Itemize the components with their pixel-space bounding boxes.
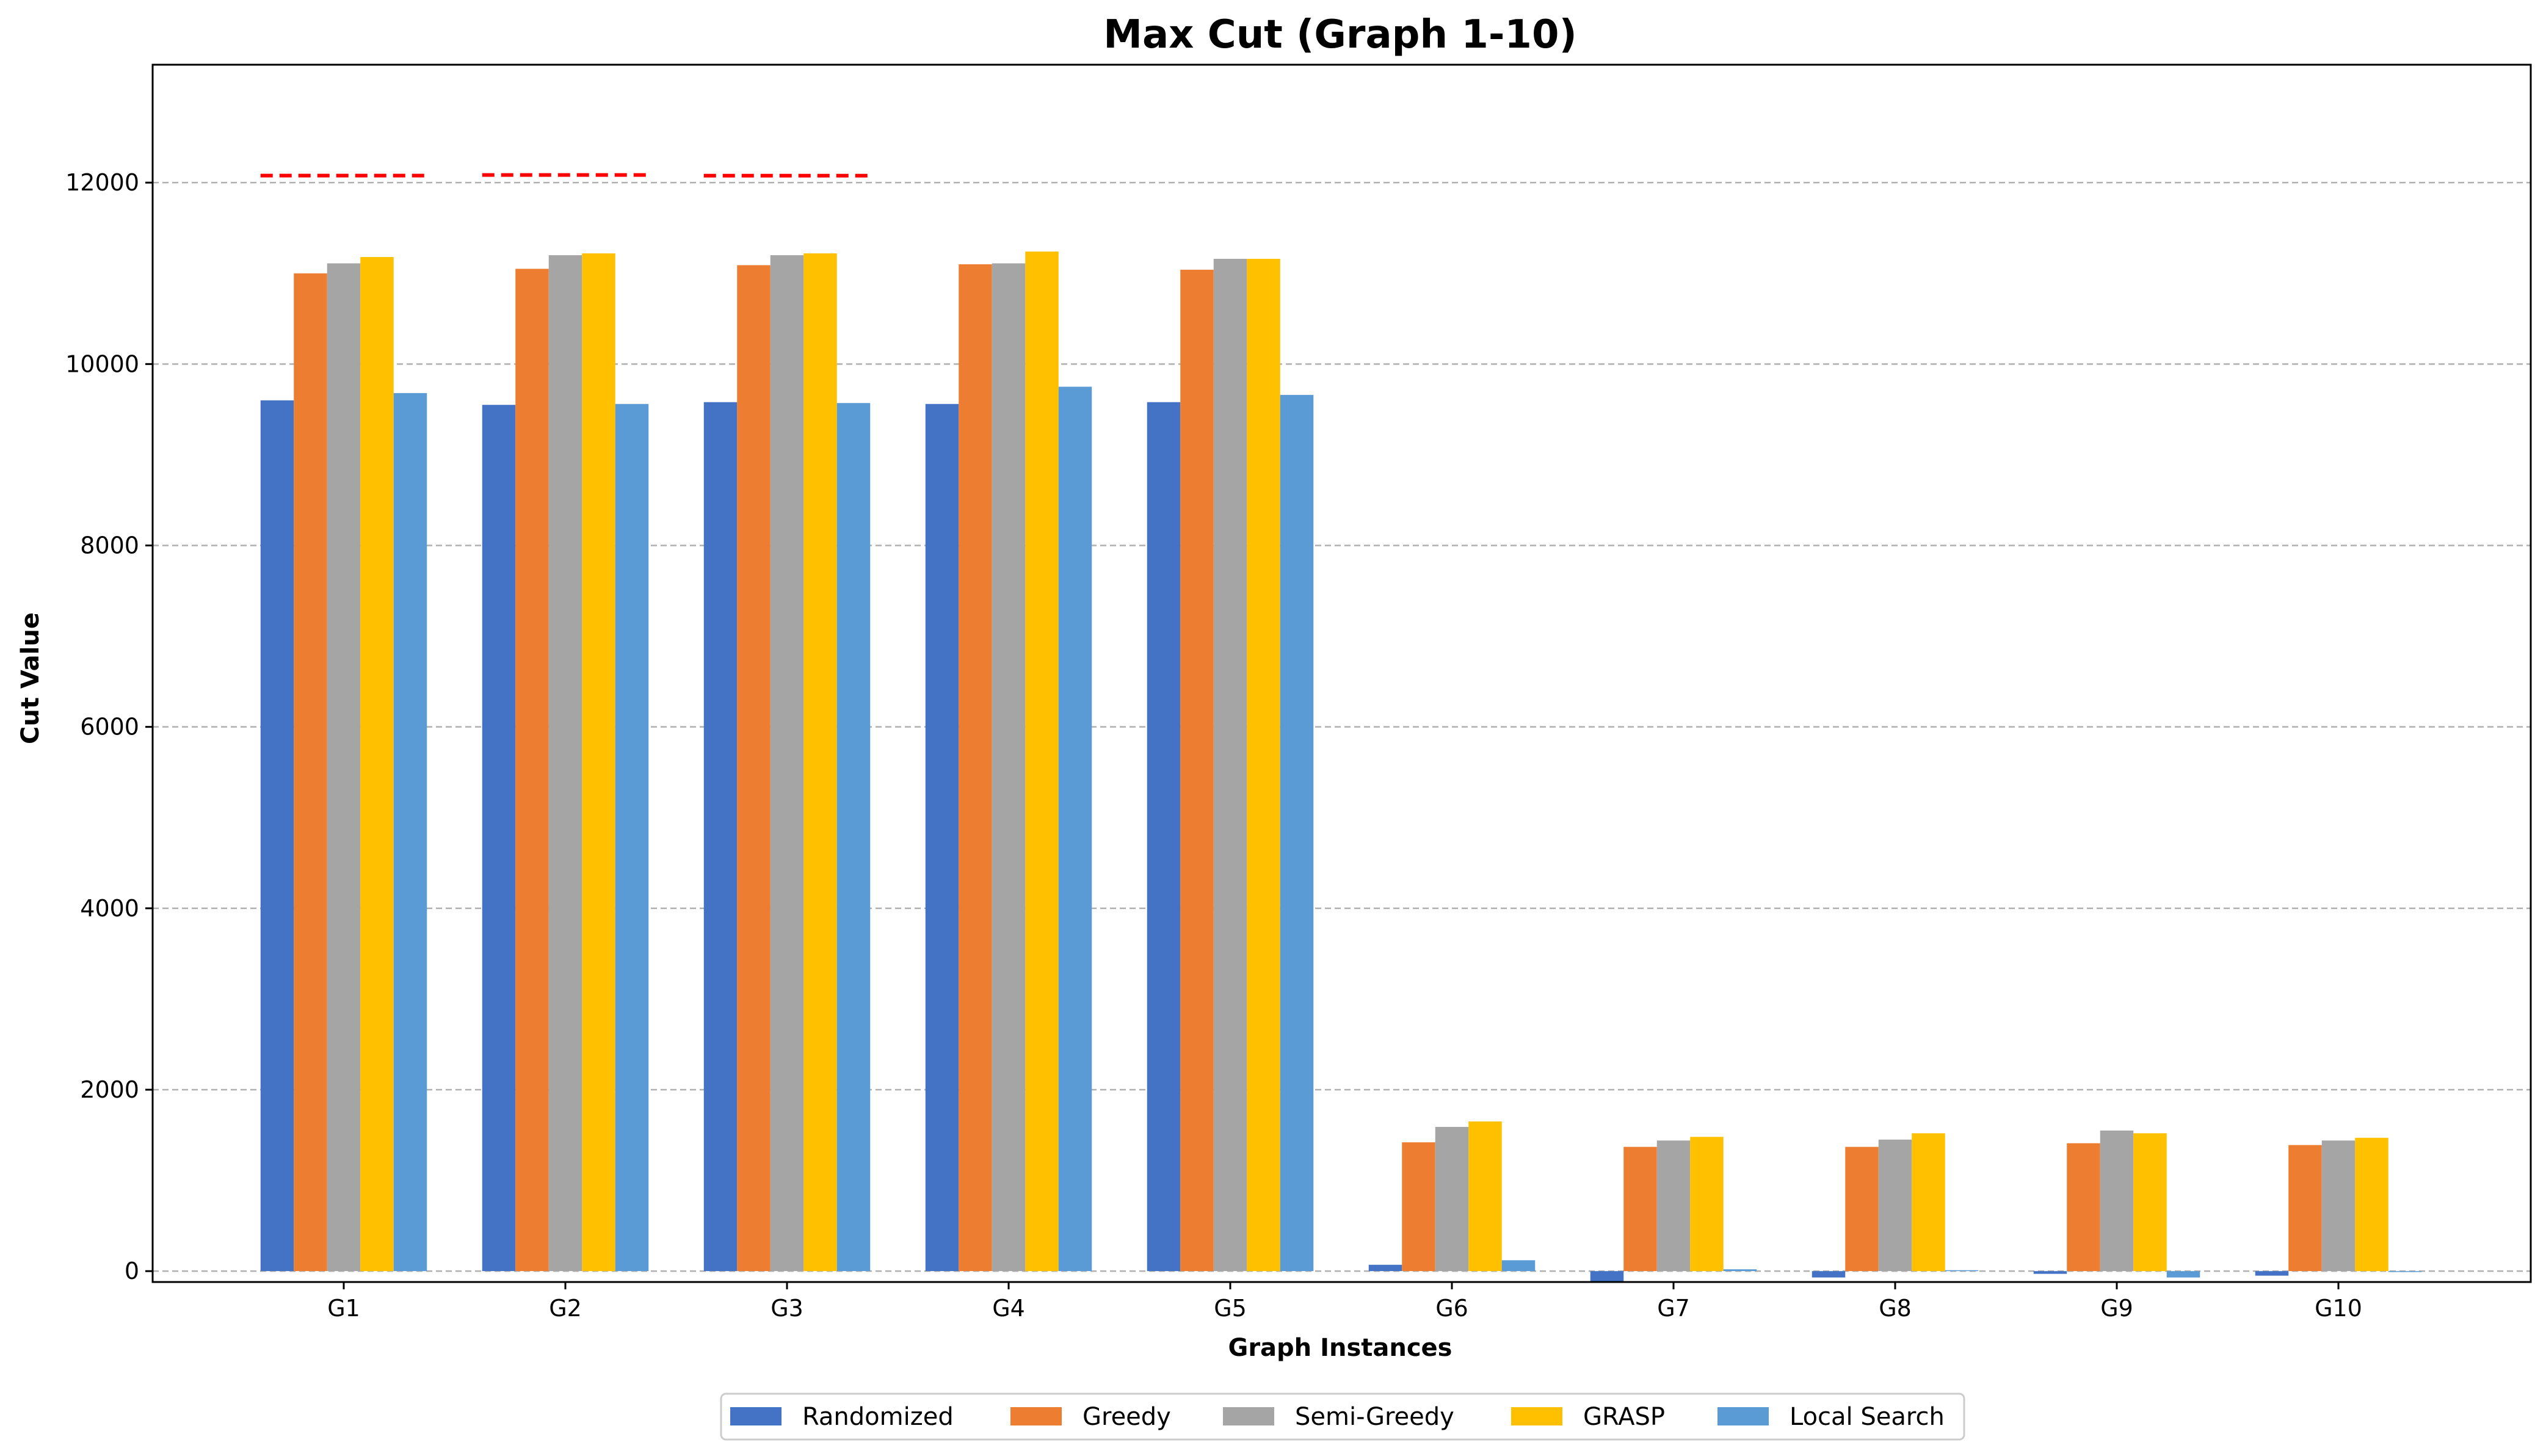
bar-greedy (1180, 269, 1214, 1272)
bar-semi-greedy (2100, 1130, 2134, 1272)
bar-randomized (703, 402, 738, 1272)
bar-randomized (260, 400, 294, 1272)
legend: Randomized Greedy Semi-Greedy GRASP Local Se… (720, 1393, 1965, 1441)
bar-local-search (2388, 1271, 2422, 1272)
bar-local-search (393, 393, 427, 1272)
bar-local-search (1280, 394, 1314, 1272)
bar-semi-greedy (1656, 1140, 1691, 1272)
bar-semi-greedy (327, 263, 361, 1272)
bar-local-search (2166, 1271, 2200, 1278)
bar-grasp (1468, 1121, 1502, 1272)
x-tick-label: G6 (1435, 1295, 1468, 1322)
bar-local-search (1723, 1269, 1757, 1272)
x-tick-label: G5 (1214, 1295, 1247, 1322)
x-tick-label: G9 (2100, 1295, 2133, 1322)
x-tick-label: G10 (2315, 1295, 2362, 1322)
legend-label: Greedy (1083, 1403, 1171, 1431)
bar-randomized (1590, 1271, 1624, 1282)
x-tick-label: G1 (327, 1295, 360, 1322)
legend-swatch (1511, 1407, 1562, 1425)
plot-frame (151, 63, 2532, 1283)
bar-randomized (1812, 1271, 1846, 1278)
bar-semi-greedy (1878, 1139, 1912, 1272)
bar-local-search (836, 403, 871, 1272)
bar-greedy (1845, 1146, 1879, 1272)
bar-greedy (2067, 1143, 2100, 1272)
bar-randomized (925, 404, 959, 1272)
bar-grasp (2355, 1137, 2388, 1272)
legend-swatch (1223, 1407, 1274, 1425)
bar-local-search (1501, 1260, 1536, 1272)
legend-label: Randomized (802, 1403, 954, 1431)
bar-greedy (1623, 1146, 1657, 1272)
y-tick-label: 6000 (80, 714, 139, 741)
bar-grasp (2133, 1133, 2167, 1272)
bar-greedy (2288, 1145, 2322, 1272)
plot-area: 0 2000 4000 6000 8000 10000 12000 G1 G2 G3 G4 G5 G6… (65, 63, 2532, 1322)
bar-semi-greedy (770, 255, 804, 1272)
legend-swatch (1717, 1407, 1769, 1425)
x-tick-label: G8 (1879, 1295, 1912, 1322)
bar-local-search (1058, 386, 1092, 1272)
legend-frame (720, 1393, 1965, 1441)
y-tick-label: 12000 (65, 169, 139, 196)
y-axis-label: Cut Value (16, 612, 45, 744)
bar-randomized (1368, 1264, 1402, 1272)
bar-grasp (1247, 258, 1280, 1272)
x-axis-ticks: G1 G2 G3 G4 G5 G6 G7 G8 G9 G10 (327, 1282, 2362, 1322)
x-tick-label: G4 (992, 1295, 1025, 1322)
bar-grasp (1912, 1133, 1945, 1272)
x-tick-label: G2 (549, 1295, 582, 1322)
y-tick-label: 10000 (65, 350, 139, 377)
legend-items: Randomized Greedy Semi-Greedy GRASP Local Se… (730, 1403, 1945, 1431)
bar-grasp (582, 253, 615, 1272)
x-tick-label: G7 (1657, 1295, 1690, 1322)
bar-randomized (482, 405, 516, 1272)
bar-semi-greedy (1213, 258, 1247, 1272)
y-tick-label: 2000 (80, 1076, 139, 1103)
legend-label: Semi-Greedy (1295, 1403, 1454, 1431)
bar-semi-greedy (548, 255, 582, 1272)
bar-randomized (2255, 1271, 2289, 1276)
x-tick-label: G3 (771, 1295, 803, 1322)
bars (260, 252, 2422, 1282)
y-axis-ticks: 0 2000 4000 6000 8000 10000 12000 (65, 169, 153, 1284)
y-tick-label: 4000 (80, 895, 139, 922)
legend-label: GRASP (1583, 1403, 1665, 1431)
chart-title: Max Cut (Graph 1-10) (1103, 12, 1576, 57)
bar-grasp (1025, 252, 1059, 1272)
bar-grasp (360, 256, 394, 1272)
bar-randomized (2033, 1271, 2067, 1274)
bar-grasp (1690, 1137, 1724, 1272)
bar-local-search (615, 404, 649, 1272)
y-tick-label: 0 (125, 1258, 139, 1284)
y-tick-label: 8000 (80, 532, 139, 559)
x-axis-label: Graph Instances (1228, 1334, 1453, 1362)
bar-local-search (1945, 1270, 1979, 1272)
reference-lines (260, 173, 871, 178)
legend-label: Local Search (1790, 1403, 1945, 1431)
bar-semi-greedy (2321, 1140, 2356, 1272)
bar-greedy (737, 265, 771, 1272)
bar-semi-greedy (992, 263, 1026, 1272)
bar-greedy (959, 264, 992, 1272)
legend-swatch (730, 1407, 782, 1425)
bar-randomized (1147, 402, 1181, 1272)
bar-semi-greedy (1435, 1126, 1469, 1272)
legend-swatch (1010, 1407, 1062, 1425)
bar-greedy (1402, 1142, 1435, 1272)
bar-grasp (803, 253, 837, 1272)
bar-greedy (515, 269, 549, 1272)
bar-greedy (294, 273, 327, 1272)
